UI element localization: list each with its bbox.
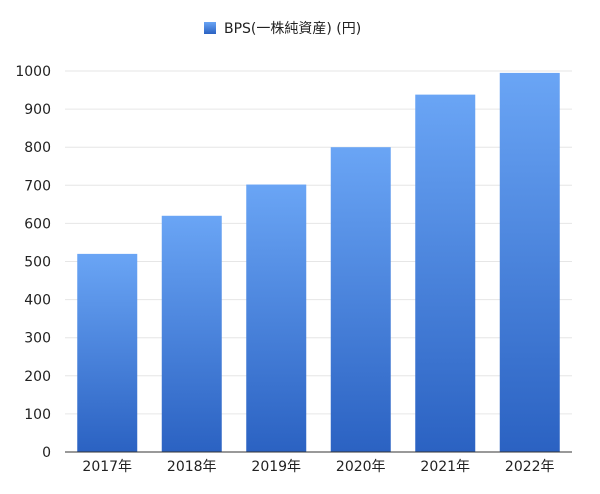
y-tick-label: 900 — [24, 102, 51, 118]
y-axis-ticks: 0 100 200 300 400 500 600 700 800 900 1000 — [15, 64, 51, 461]
x-tick-label: 2019年 — [251, 459, 301, 475]
bar — [415, 94, 476, 452]
bar — [499, 72, 560, 452]
y-tick-label: 300 — [24, 331, 51, 347]
legend-swatch — [204, 22, 216, 34]
legend: BPS(一株純資産) (円) — [204, 21, 361, 37]
legend-label: BPS(一株純資産) (円) — [224, 21, 361, 37]
y-tick-label: 700 — [24, 178, 51, 194]
bar — [246, 184, 307, 452]
x-tick-label: 2020年 — [336, 459, 386, 475]
x-tick-label: 2017年 — [82, 459, 132, 475]
x-tick-label: 2018年 — [167, 459, 217, 475]
y-tick-label: 100 — [24, 407, 51, 423]
y-tick-label: 400 — [24, 293, 51, 309]
x-tick-label: 2021年 — [420, 459, 470, 475]
x-tick-label: 2022年 — [505, 459, 555, 475]
bars — [77, 72, 560, 452]
y-tick-label: 0 — [42, 445, 51, 461]
y-tick-label: 200 — [24, 369, 51, 385]
y-tick-label: 1000 — [15, 64, 51, 80]
gridlines — [65, 70, 572, 415]
y-tick-label: 800 — [24, 140, 51, 156]
bar — [330, 147, 391, 452]
y-tick-label: 600 — [24, 216, 51, 232]
bar — [161, 215, 222, 452]
bar — [77, 253, 138, 452]
x-axis-ticks: 2017年 2018年 2019年 2020年 2021年 2022年 — [82, 459, 554, 475]
y-tick-label: 500 — [24, 255, 51, 271]
